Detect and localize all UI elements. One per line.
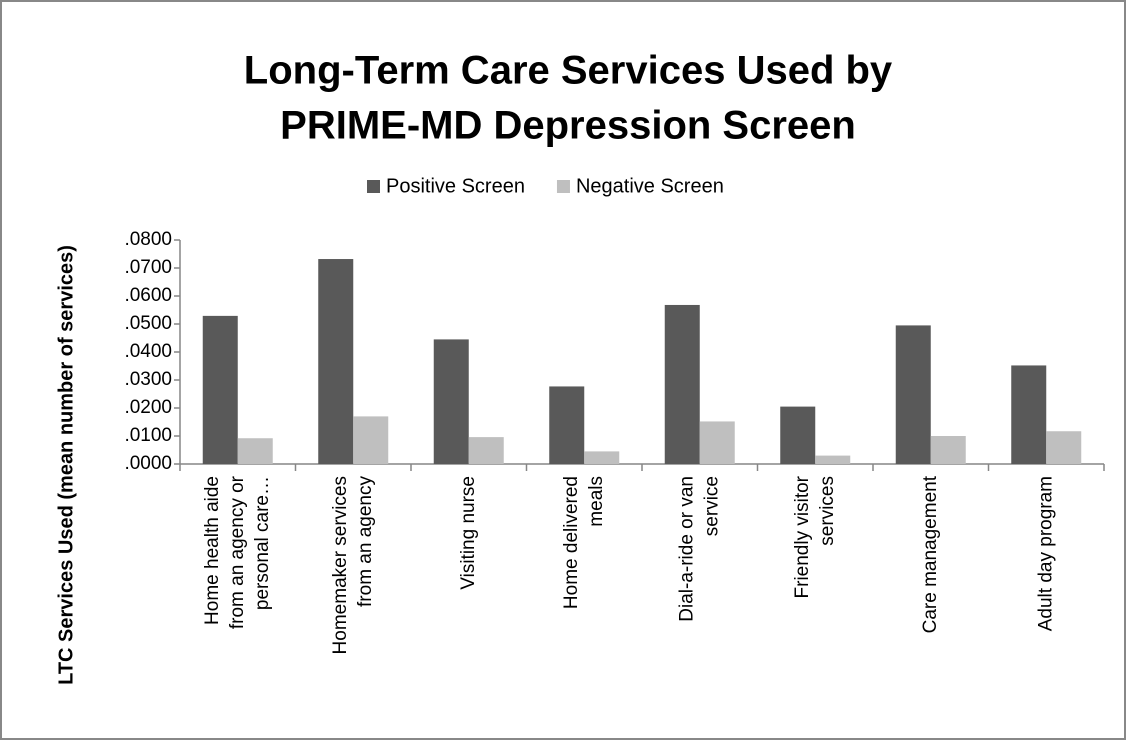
y-tick-label: .0700 [124,257,172,278]
legend-swatch [367,180,380,193]
bar [433,339,469,464]
y-tick-label: .0800 [124,229,172,250]
legend-label: Positive Screen [386,175,525,197]
bar [549,386,585,464]
x-tick-label: Adult day program [1035,476,1056,631]
bar [237,438,273,464]
bar [1046,431,1082,464]
bar [664,304,700,464]
y-tick-label: .0400 [124,341,172,362]
y-tick-label: .0200 [124,397,172,418]
bar [815,455,851,464]
bar [1011,365,1047,464]
y-tick-label: .0500 [124,313,172,334]
x-tick-label: Dial-a-ride or van service [676,476,722,622]
chart-title: Long-Term Care Services Used by PRIME-MD … [244,48,893,147]
bar [202,315,238,464]
bar [780,406,816,464]
y-tick-label: .0300 [124,369,172,390]
bar [468,437,504,464]
y-tick-label: .0600 [124,285,172,306]
x-tick-label: Home health aide from an agency or persona… [202,475,273,629]
bar [318,259,354,464]
y-tick-label: .0100 [124,425,172,446]
y-axis-label: LTC Services Used (mean number of servic… [55,245,77,685]
x-tick-label: Visiting nurse [458,476,479,590]
y-tick-label: .0000 [124,453,172,474]
legend-swatch [556,180,570,193]
x-tick-label: Friendly visitor services [792,475,838,598]
bar [699,421,735,464]
bar [353,416,389,464]
bar [930,436,966,464]
x-tick-label: Homemaker services from an agency [330,476,376,655]
legend-label: Negative Screen [576,175,724,197]
bar [895,325,931,464]
bar [584,451,620,464]
x-tick-label: Care management [920,475,941,633]
x-tick-label: Home delivered meals [561,476,607,609]
